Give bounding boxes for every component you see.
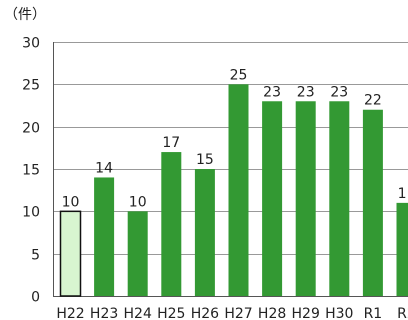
bar-H29 [295, 101, 316, 297]
data-label-H27: 25 [230, 67, 248, 83]
x-tick-label-H28: H28 [258, 306, 286, 320]
x-tick-label-H27: H27 [224, 306, 252, 320]
data-label-H28: 23 [263, 84, 281, 100]
bar-H28 [262, 101, 283, 297]
y-tick-label: 0 [31, 290, 40, 306]
bar-H26 [194, 169, 215, 296]
data-label-H23: 14 [95, 160, 113, 176]
bar-H27 [228, 84, 249, 296]
x-tick-label-H22: H22 [56, 306, 84, 320]
x-tick-label-H25: H25 [157, 306, 185, 320]
bar-H23 [94, 177, 115, 296]
x-tick-label-H23: H23 [90, 306, 118, 320]
data-label-R2: 11 [398, 186, 408, 202]
y-tick-label: 20 [22, 121, 40, 137]
x-tick-label-H30: H30 [325, 306, 353, 320]
x-tick-label-H24: H24 [124, 306, 152, 320]
y-tick-label: 10 [22, 205, 40, 221]
bar-R2 [396, 202, 408, 296]
y-tick-label: 25 [22, 78, 40, 94]
bar-H22 [59, 210, 82, 297]
y-axis-unit-label: （件） [4, 7, 46, 23]
bar-R1 [362, 109, 383, 296]
bar-H25 [161, 152, 182, 296]
data-label-H25: 17 [162, 135, 180, 151]
y-tick-label: 30 [22, 36, 40, 52]
x-tick-label-H26: H26 [191, 306, 219, 320]
x-tick-label-R1: R1 [364, 306, 383, 320]
data-label-H24: 10 [129, 194, 147, 210]
x-tick-label-H29: H29 [292, 306, 320, 320]
y-tick-label: 15 [22, 163, 40, 179]
data-label-R1: 22 [364, 93, 382, 109]
bar-H30 [329, 101, 350, 297]
data-label-H29: 23 [297, 84, 315, 100]
y-tick-label: 5 [31, 248, 40, 264]
data-label-H30: 23 [330, 84, 348, 100]
bar-H24 [127, 211, 148, 296]
data-label-H22: 10 [62, 194, 80, 210]
x-tick-label-R2: R2 [397, 306, 408, 320]
data-label-H26: 15 [196, 152, 214, 168]
